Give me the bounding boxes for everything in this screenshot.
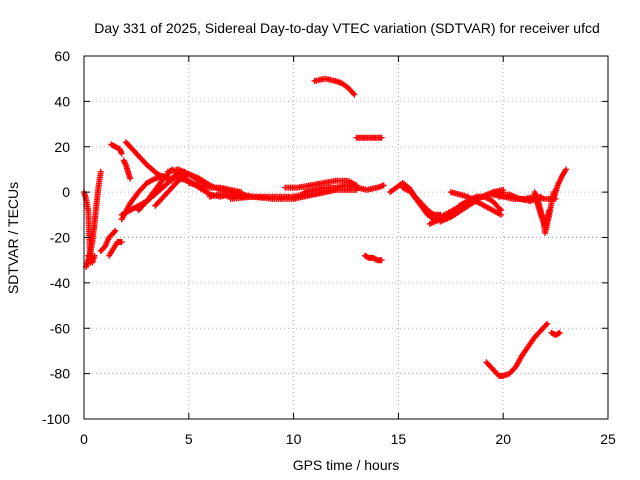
x-tick-label: 20	[495, 431, 511, 447]
data-marker	[353, 134, 385, 141]
series-s18	[282, 177, 360, 191]
series-s19	[301, 182, 387, 196]
data-marker	[185, 180, 245, 196]
data-marker	[550, 166, 570, 202]
series-s15	[185, 180, 245, 196]
y-tick-label: -40	[50, 275, 70, 291]
y-tick-label: -100	[42, 411, 70, 427]
data-marker	[108, 141, 125, 157]
series-s22	[361, 252, 385, 264]
series-s21	[353, 134, 385, 141]
data-marker	[106, 239, 125, 259]
series-s32	[533, 198, 553, 230]
x-tick-label: 25	[600, 431, 616, 447]
y-tick-label: 20	[54, 139, 70, 155]
data-marker	[311, 75, 358, 98]
data-marker	[361, 252, 385, 264]
x-tick-label: 5	[185, 431, 193, 447]
y-tick-label: -60	[50, 320, 70, 336]
data-marker	[282, 177, 360, 191]
data-marker	[97, 227, 119, 255]
x-tick-label: 15	[391, 431, 407, 447]
y-tick-label: 60	[54, 48, 70, 64]
data-marker	[227, 186, 360, 202]
x-tick-label: 0	[80, 431, 88, 447]
series-s35	[548, 329, 563, 339]
series-s33	[550, 166, 570, 202]
data-marker	[120, 157, 134, 182]
series-s7	[120, 157, 134, 182]
series-s20	[311, 75, 358, 98]
data-marker	[533, 198, 553, 230]
x-axis-label: GPS time / hours	[293, 457, 400, 473]
data-marker	[483, 320, 551, 379]
series-s17	[227, 186, 360, 202]
y-axis-label: SDTVAR / TECUs	[5, 182, 21, 294]
series-s28	[456, 193, 505, 214]
x-tick-label: 10	[286, 431, 302, 447]
data-marker	[456, 193, 505, 214]
data-marker	[85, 252, 98, 266]
series-s34	[483, 320, 551, 379]
grid	[84, 56, 608, 419]
y-tick-label: -80	[50, 366, 70, 382]
plot-frame	[83, 55, 609, 420]
y-tick-label: 40	[54, 93, 70, 109]
data-marker	[301, 182, 387, 196]
y-tick-label: -20	[50, 230, 70, 246]
series-s4	[97, 227, 119, 255]
y-tick-label: 0	[62, 184, 70, 200]
data-points	[81, 75, 570, 379]
series-s3	[85, 252, 98, 266]
axis-ticks: 0 5 10 15 20 25 -100 -80 -60 -40 -20 0 20 40 60	[42, 48, 616, 447]
chart-title: Day 331 of 2025, Sidereal Day-to-day VTE…	[94, 20, 600, 36]
series-s5	[106, 239, 125, 259]
series-s6	[108, 141, 125, 157]
data-marker	[548, 329, 563, 339]
